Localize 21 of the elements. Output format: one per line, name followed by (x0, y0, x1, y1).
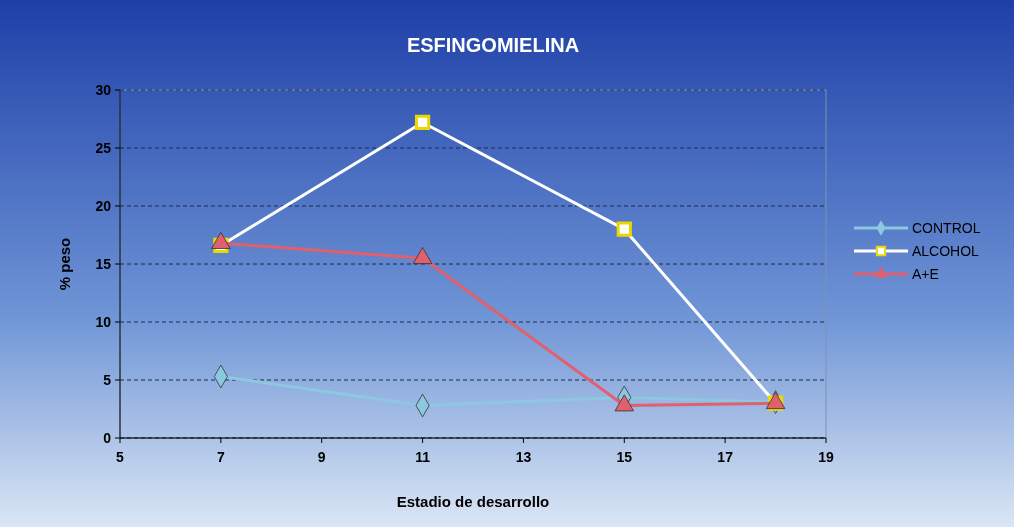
legend-label: A+E (912, 265, 939, 282)
x-tick-label: 11 (415, 449, 431, 465)
y-tick-label: 25 (95, 139, 112, 156)
chart-title: ESFINGOMIELINA (406, 34, 580, 56)
x-tick-label: 13 (515, 449, 532, 465)
x-axis-title: Estadio de desarrollo (396, 493, 550, 510)
y-tick-label: 0 (103, 429, 112, 446)
y-tick-label: 5 (103, 371, 112, 388)
x-tick-label: 5 (116, 449, 125, 465)
legend-label: CONTROL (912, 219, 981, 236)
y-tick-label: 20 (95, 197, 112, 214)
x-tick-label: 17 (717, 449, 734, 465)
x-tick-label: 7 (216, 449, 225, 465)
y-tick-label: 30 (95, 81, 112, 98)
y-tick-label: 10 (95, 313, 112, 330)
y-axis-title: % peso (56, 237, 73, 291)
legend-label: ALCOHOL (912, 242, 980, 259)
x-tick-label: 19 (818, 449, 834, 465)
x-tick-label: 15 (616, 449, 633, 465)
y-tick-label: 15 (95, 255, 112, 272)
x-tick-label: 9 (317, 449, 326, 465)
